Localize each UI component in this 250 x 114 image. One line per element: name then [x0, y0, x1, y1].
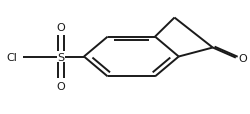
- Text: O: O: [239, 53, 248, 63]
- Text: Cl: Cl: [6, 52, 17, 62]
- Text: O: O: [56, 82, 65, 91]
- Text: S: S: [57, 52, 64, 62]
- Text: O: O: [56, 23, 65, 32]
